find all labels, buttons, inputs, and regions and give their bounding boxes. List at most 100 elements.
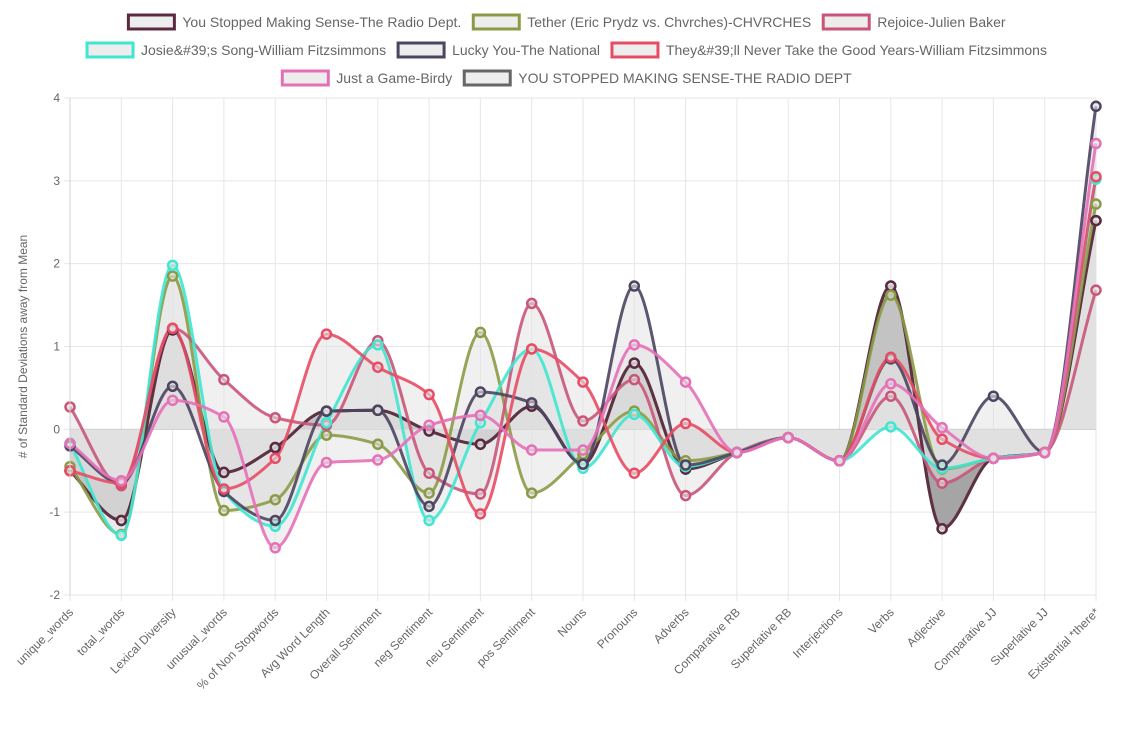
data-point[interactable]	[269, 493, 281, 506]
legend-item[interactable]: Rejoice-Julien Baker	[821, 13, 1006, 31]
data-point[interactable]	[474, 488, 487, 500]
data-point[interactable]	[269, 452, 281, 465]
data-point[interactable]	[525, 343, 538, 355]
data-point[interactable]	[525, 487, 538, 499]
data-point[interactable]	[577, 415, 589, 427]
data-point[interactable]	[166, 259, 179, 272]
data-point[interactable]	[320, 405, 333, 417]
legend-item[interactable]: YOU STOPPED MAKING SENSE-THE RADIO DEPT	[462, 69, 852, 87]
data-point[interactable]	[320, 429, 333, 441]
data-point[interactable]	[936, 421, 948, 434]
data-point[interactable]	[372, 454, 384, 466]
data-point[interactable]	[423, 388, 435, 401]
data-point[interactable]	[1090, 170, 1102, 183]
data-point[interactable]	[218, 411, 230, 423]
y-tick-label: 0	[53, 422, 60, 436]
data-point[interactable]	[474, 438, 487, 450]
data-point[interactable]	[679, 459, 692, 471]
data-point[interactable]	[679, 489, 692, 502]
data-point[interactable]	[628, 280, 641, 292]
data-point[interactable]	[1090, 214, 1102, 227]
y-axis-title: # of Standard Deviations away from Mean	[16, 235, 30, 458]
data-point[interactable]	[1090, 284, 1102, 296]
legend-label: Josie&#39;s Song-William Fitzsimmons	[141, 42, 386, 58]
data-point[interactable]	[987, 452, 1000, 465]
data-point[interactable]	[474, 508, 487, 520]
legend-item[interactable]: Josie&#39;s Song-William Fitzsimmons	[85, 41, 386, 59]
data-point[interactable]	[269, 542, 281, 554]
data-point[interactable]	[320, 456, 333, 469]
data-point[interactable]	[320, 328, 333, 340]
data-point[interactable]	[577, 458, 589, 470]
data-point[interactable]	[115, 514, 128, 527]
data-point[interactable]	[1038, 446, 1051, 459]
data-point[interactable]	[885, 351, 897, 364]
data-point[interactable]	[269, 411, 281, 424]
data-point[interactable]	[679, 376, 692, 388]
data-point[interactable]	[423, 419, 435, 431]
data-point[interactable]	[115, 529, 128, 542]
data-point[interactable]	[885, 280, 897, 292]
data-point[interactable]	[269, 441, 281, 454]
data-point[interactable]	[423, 514, 435, 527]
data-point[interactable]	[269, 514, 281, 527]
data-point[interactable]	[218, 373, 230, 386]
legend-item[interactable]: Lucky You-The National	[396, 41, 600, 59]
data-point[interactable]	[628, 467, 641, 479]
data-point[interactable]	[1090, 137, 1102, 150]
data-point[interactable]	[166, 270, 179, 282]
data-point[interactable]	[218, 466, 230, 479]
legend-item[interactable]: Just a Game-Birdy	[280, 69, 452, 87]
data-point[interactable]	[987, 390, 1000, 402]
data-point[interactable]	[372, 339, 384, 351]
legend-label: You Stopped Making Sense-The Radio Dept.	[182, 14, 461, 30]
data-point[interactable]	[474, 326, 487, 339]
data-point[interactable]	[166, 380, 179, 393]
data-point[interactable]	[628, 339, 641, 351]
data-point[interactable]	[628, 408, 641, 421]
data-point[interactable]	[731, 446, 743, 459]
data-point[interactable]	[782, 431, 794, 444]
legend-item[interactable]: Tether (Eric Prydz vs. Chvrches)-CHVRCHE…	[471, 13, 811, 31]
data-point[interactable]	[577, 376, 589, 388]
data-point[interactable]	[936, 433, 948, 446]
data-point[interactable]	[885, 390, 897, 402]
data-point[interactable]	[423, 500, 435, 513]
data-point[interactable]	[423, 467, 435, 479]
legend-swatch	[280, 69, 330, 87]
legend-item[interactable]: They&#39;ll Never Take the Good Years-Wi…	[610, 41, 1047, 59]
data-point[interactable]	[423, 487, 435, 499]
data-point[interactable]	[885, 421, 897, 433]
data-point[interactable]	[525, 444, 538, 456]
data-point[interactable]	[218, 504, 230, 517]
series-fills	[70, 106, 1096, 548]
data-point[interactable]	[372, 361, 384, 373]
data-point[interactable]	[936, 477, 948, 489]
data-point[interactable]	[218, 483, 230, 495]
legend-item[interactable]: You Stopped Making Sense-The Radio Dept.	[126, 13, 461, 31]
data-point[interactable]	[474, 386, 487, 398]
data-point[interactable]	[372, 438, 384, 450]
data-point[interactable]	[166, 322, 179, 335]
data-point[interactable]	[833, 455, 846, 467]
data-point[interactable]	[474, 409, 487, 422]
data-point[interactable]	[525, 397, 538, 409]
data-point[interactable]	[936, 459, 948, 471]
data-point[interactable]	[885, 378, 897, 390]
data-point[interactable]	[320, 416, 333, 429]
data-point[interactable]	[1090, 198, 1102, 210]
data-point[interactable]	[628, 373, 641, 386]
data-point[interactable]	[885, 289, 897, 301]
data-point[interactable]	[1090, 100, 1102, 113]
data-point[interactable]	[166, 394, 179, 407]
data-point[interactable]	[628, 357, 641, 369]
data-point[interactable]	[679, 417, 692, 430]
data-point[interactable]	[372, 404, 384, 417]
data-point[interactable]	[936, 522, 948, 535]
legend-label: Just a Game-Birdy	[336, 70, 452, 86]
series-points	[64, 100, 1102, 554]
data-point[interactable]	[525, 297, 538, 310]
data-point[interactable]	[115, 474, 128, 487]
data-point[interactable]	[577, 444, 589, 456]
